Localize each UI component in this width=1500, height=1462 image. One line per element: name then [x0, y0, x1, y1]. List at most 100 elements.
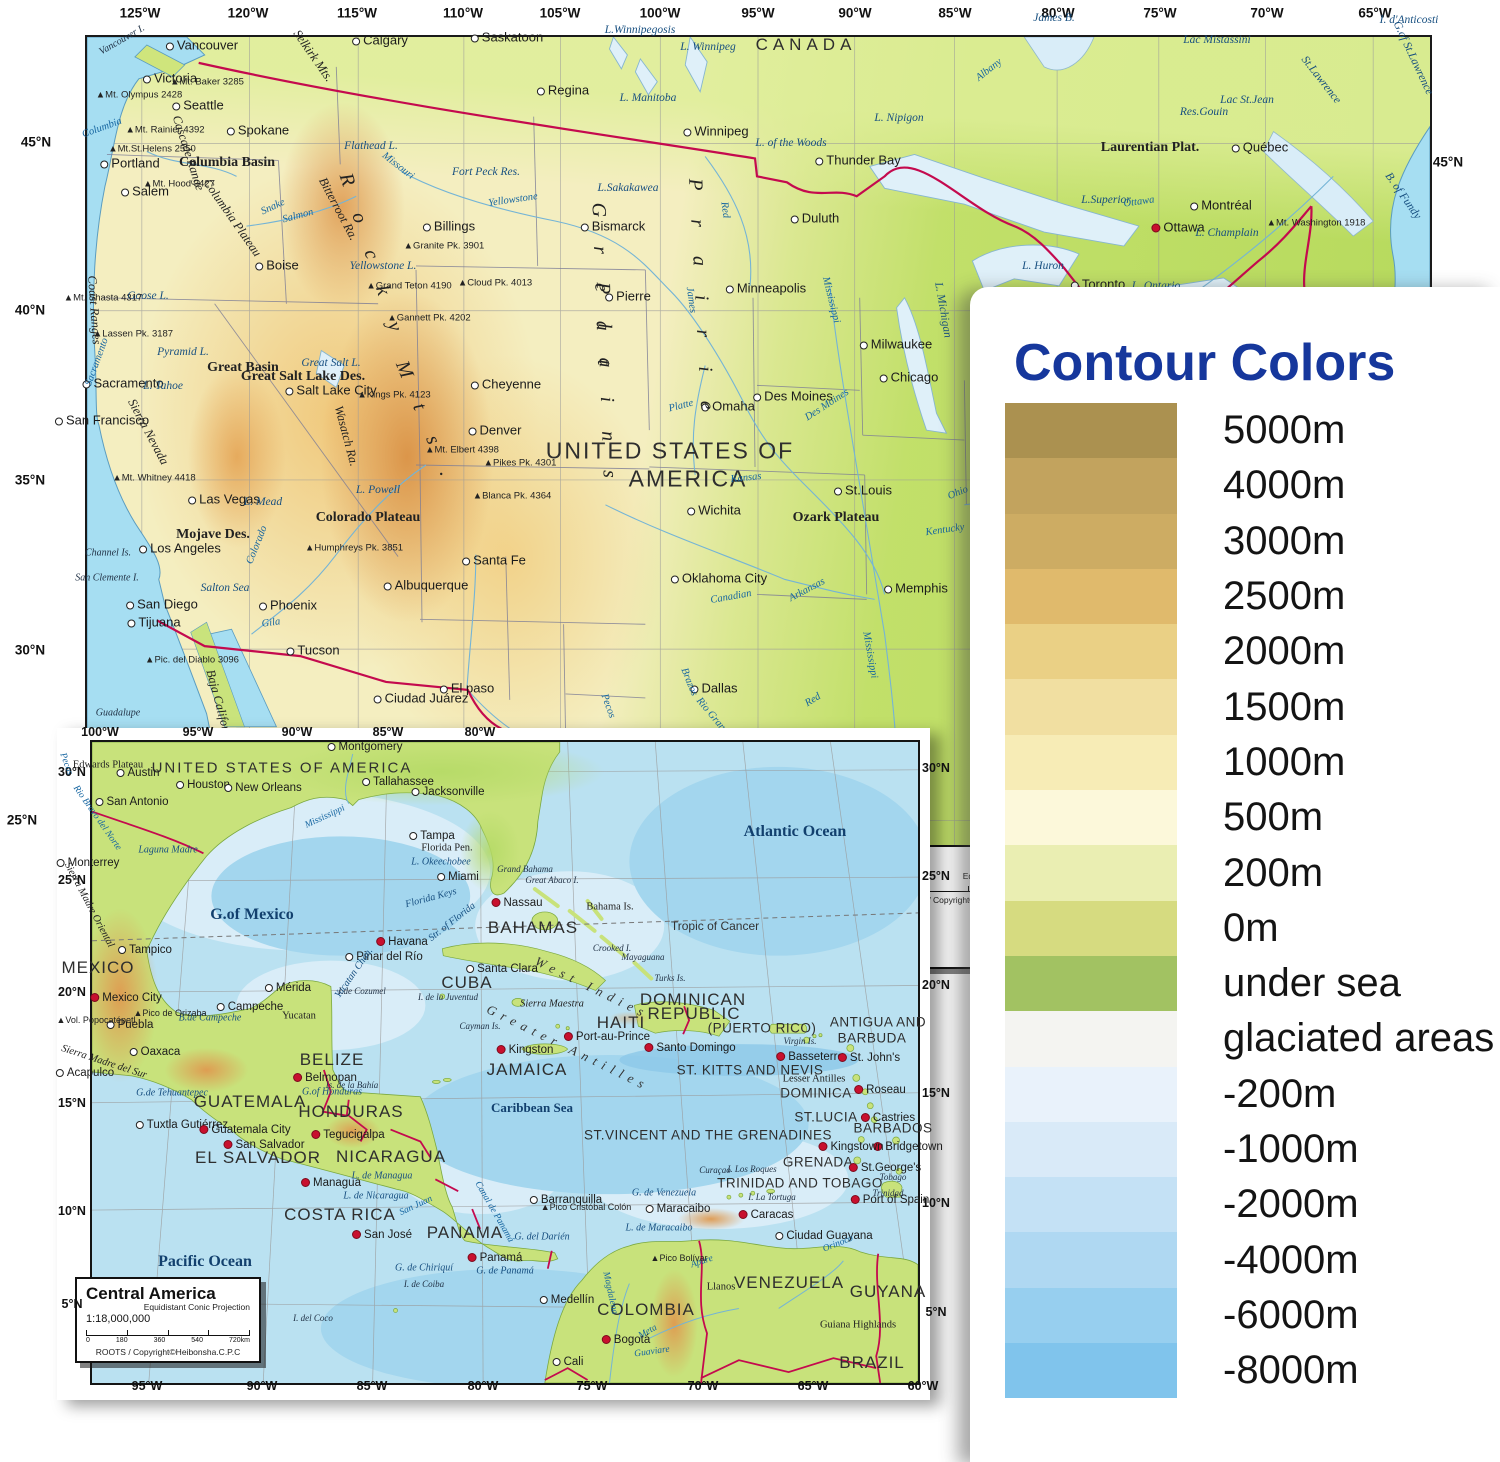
map-label-text: 125°W [119, 5, 161, 21]
legend-swatch [1005, 1343, 1177, 1399]
legend-swatch [1005, 458, 1177, 514]
legend-label: under sea [1223, 961, 1401, 1006]
map-label-text: 65°W [1358, 5, 1392, 21]
scale-tick: 180 [115, 1337, 128, 1344]
map-label-text: 45°N [1432, 154, 1464, 170]
map-label: 95°W [741, 6, 774, 21]
legend-swatch [1005, 1177, 1177, 1233]
legend-item: -200m [1005, 1066, 1494, 1122]
map-label: 100°W [640, 6, 681, 21]
map-label: 30°N [15, 643, 45, 658]
legend-swatch [1005, 679, 1177, 735]
legend-rows: 5000m 4000m 3000m 2500m 2000m 1500m 1000m 500m 2… [1005, 403, 1495, 1399]
legend-swatch [1005, 790, 1177, 846]
map-label: 125°W [120, 6, 161, 21]
legend-label: -6000m [1223, 1292, 1359, 1337]
legend-swatch [1005, 900, 1177, 956]
inset-map-central-america[interactable] [90, 740, 920, 1385]
map-label: 45°N [21, 135, 51, 150]
map-label-text: 35°N [14, 472, 46, 488]
legend-swatch [1005, 734, 1177, 791]
inset-copyright: ROOTS / Copyright©Heibonsha.C.P.C [95, 1347, 241, 1357]
map-label-text: 95°W [741, 5, 775, 21]
legend-item: 200m [1005, 845, 1494, 901]
map-label-text: 70°W [1250, 5, 1284, 21]
legend-label: -1000m [1223, 1127, 1359, 1171]
map-label: 45°N [1433, 155, 1463, 170]
map-label: 40°N [15, 303, 45, 318]
map-label-text: 75°W [1143, 5, 1177, 21]
inset-scale-box: Central America Equidistant Conic Projec… [75, 1277, 261, 1363]
map-label-text: 45°N [20, 134, 52, 150]
map-label-text: 25°N [6, 812, 38, 828]
map-label: 120°W [228, 6, 269, 21]
inset-map-terrain [92, 742, 918, 1383]
map-label-text: 120°W [227, 5, 269, 21]
map-label-text: 80°W [1041, 5, 1075, 21]
main-copyright: ROOTS / Copyright©Heibonsha.C.P.C [895, 895, 1041, 905]
legend-item: -6000m [1005, 1287, 1494, 1344]
legend-label: 3000m [1223, 518, 1346, 563]
map-label-text: 30°N [14, 642, 46, 658]
legend-label: 200m [1223, 850, 1324, 895]
map-label-text: 85°W [938, 5, 972, 21]
legend-swatch [1005, 1121, 1177, 1178]
legend-item: 3000m [1005, 513, 1494, 569]
map-label-text: 110°W [443, 5, 483, 21]
inset-scale-ratio: 1:18,000,000 [86, 1313, 151, 1325]
legend-label: -200m [1223, 1071, 1337, 1116]
map-label: 85°W [938, 6, 971, 21]
map-label-text: 100°W [639, 5, 681, 21]
legend-item: -4000m [1005, 1232, 1494, 1288]
legend-swatch [1005, 568, 1177, 625]
legend-swatch [1005, 513, 1177, 569]
legend-item: 500m [1005, 790, 1494, 846]
map-label-text: 40°N [14, 302, 46, 318]
legend-item: 5000m [1005, 403, 1494, 459]
map-label-text: James B. [1033, 12, 1075, 24]
legend-item: glaciated areas [1005, 1011, 1495, 1067]
map-label: 65°W [1358, 6, 1391, 21]
legend-swatch [1005, 845, 1177, 901]
map-label: 25°N [7, 813, 37, 828]
legend-title: Contour Colors [1014, 334, 1396, 392]
legend-label: -4000m [1223, 1237, 1359, 1282]
legend-label: 500m [1223, 795, 1324, 840]
scale-tick: 0 [86, 1337, 90, 1344]
map-label-text: 105°W [539, 5, 581, 21]
city-dot [54, 417, 63, 426]
legend-item: -1000m [1005, 1121, 1494, 1178]
legend-swatch [1005, 403, 1177, 459]
legend-item: 0m [1005, 900, 1494, 956]
map-label: 75°W [1143, 6, 1176, 21]
map-label: I. d'Anticosti [1380, 14, 1439, 26]
legend-swatch [1005, 1011, 1177, 1067]
legend-label: 2500m [1223, 574, 1346, 619]
legend-label: 1500m [1223, 684, 1346, 729]
inset-projection-note: Equidistant Conic Projection [143, 1302, 250, 1312]
map-label: 110°W [443, 6, 483, 21]
legend-swatch [1005, 1232, 1177, 1288]
inset-card: Central America Equidistant Conic Projec… [57, 728, 930, 1400]
legend-item: 2000m [1005, 624, 1494, 680]
legend-label: 0m [1223, 905, 1279, 950]
legend-item: 2500m [1005, 568, 1494, 625]
legend-label: -2000m [1223, 1182, 1359, 1227]
map-label-text: I. d'Anticosti [1379, 14, 1439, 26]
scale-tick: 720km [228, 1337, 250, 1344]
legend-item: -8000m [1005, 1343, 1494, 1399]
legend-item: 1000m [1005, 734, 1494, 791]
legend-swatch [1005, 1066, 1177, 1122]
legend-label: 1000m [1223, 739, 1346, 784]
map-label: 90°W [838, 6, 871, 21]
legend-swatch [1005, 624, 1177, 680]
map-label: 70°W [1250, 6, 1283, 21]
map-label: 35°N [15, 473, 45, 488]
contour-legend-panel: Contour Colors 5000m 4000m 3000m 2500m 2000m… [970, 287, 1500, 1462]
inset-title: Central America [86, 1284, 216, 1303]
legend-label: glaciated areas [1223, 1016, 1495, 1061]
map-label: 115°W [337, 6, 377, 21]
inset-scale-bar [86, 1330, 250, 1336]
map-label-text: 115°W [337, 5, 377, 21]
